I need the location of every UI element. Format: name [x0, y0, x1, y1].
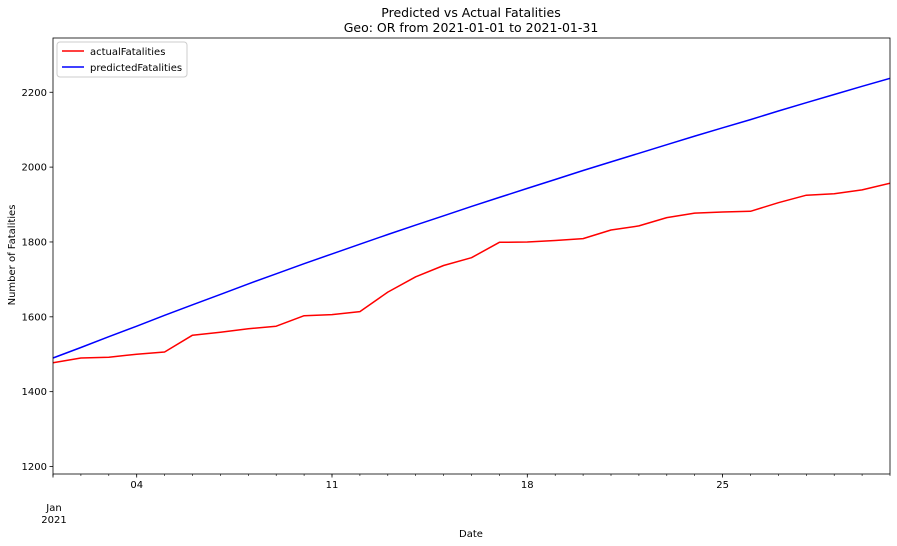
plot-area: 1200 1400 1600 1800 2000 2200 04 11 18 25 [22, 37, 891, 491]
x-tick-label: 18 [521, 480, 534, 491]
y-tick-label: 1400 [22, 387, 47, 398]
y-tick-label: 2000 [22, 163, 47, 174]
series-line-predictedFatalities [52, 77, 891, 359]
x-month-label: Jan [45, 503, 61, 514]
y-axis-label: Number of Fatalities [7, 205, 18, 306]
y-tick-label: 1200 [22, 462, 47, 473]
x-tick-label: 04 [130, 480, 143, 491]
y-tick-label: 1600 [22, 312, 47, 323]
legend-label-predicted: predictedFatalities [90, 63, 182, 74]
y-tick-label: 2200 [22, 88, 47, 99]
chart-subtitle: Geo: OR from 2021-01-01 to 2021-01-31 [344, 20, 599, 35]
x-tick-label: 25 [716, 480, 729, 491]
legend: actualFatalities predictedFatalities [56, 41, 188, 78]
series-line-actualFatalities [52, 182, 891, 364]
chart-title: Predicted vs Actual Fatalities [381, 5, 560, 20]
legend-frame [56, 41, 188, 78]
x-axis-label: Date [459, 529, 483, 540]
legend-label-actual: actualFatalities [90, 47, 165, 58]
y-tick-label: 1800 [22, 237, 47, 248]
x-year-label: 2021 [41, 515, 66, 526]
x-tick-label: 11 [326, 480, 339, 491]
plot-frame [52, 37, 891, 475]
